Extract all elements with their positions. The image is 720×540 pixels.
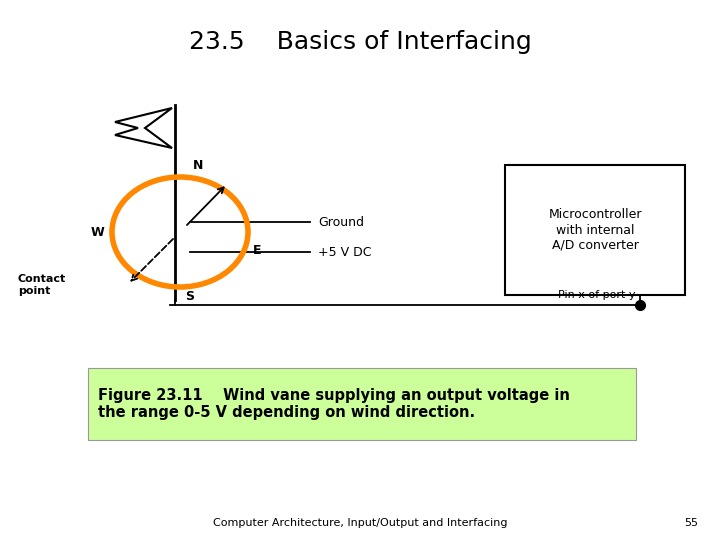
Text: 55: 55 <box>685 518 698 528</box>
Text: Microcontroller
with internal
A/D converter: Microcontroller with internal A/D conver… <box>548 208 642 252</box>
Text: 23.5    Basics of Interfacing: 23.5 Basics of Interfacing <box>189 30 531 54</box>
Text: Ground: Ground <box>318 215 364 228</box>
Text: E: E <box>253 244 261 256</box>
Text: Figure 23.11    Wind vane supplying an output voltage in
the range 0-5 V dependi: Figure 23.11 Wind vane supplying an outp… <box>98 388 570 420</box>
Text: Contact
point: Contact point <box>18 274 66 295</box>
Bar <box>505 165 685 295</box>
Text: Computer Architecture, Input/Output and Interfacing: Computer Architecture, Input/Output and … <box>212 518 508 528</box>
Text: W: W <box>90 226 104 239</box>
Text: +5 V DC: +5 V DC <box>318 246 372 259</box>
Bar <box>88 368 636 440</box>
Text: S: S <box>186 290 194 303</box>
Text: N: N <box>193 159 203 172</box>
Text: Pin x of port y: Pin x of port y <box>557 290 635 300</box>
